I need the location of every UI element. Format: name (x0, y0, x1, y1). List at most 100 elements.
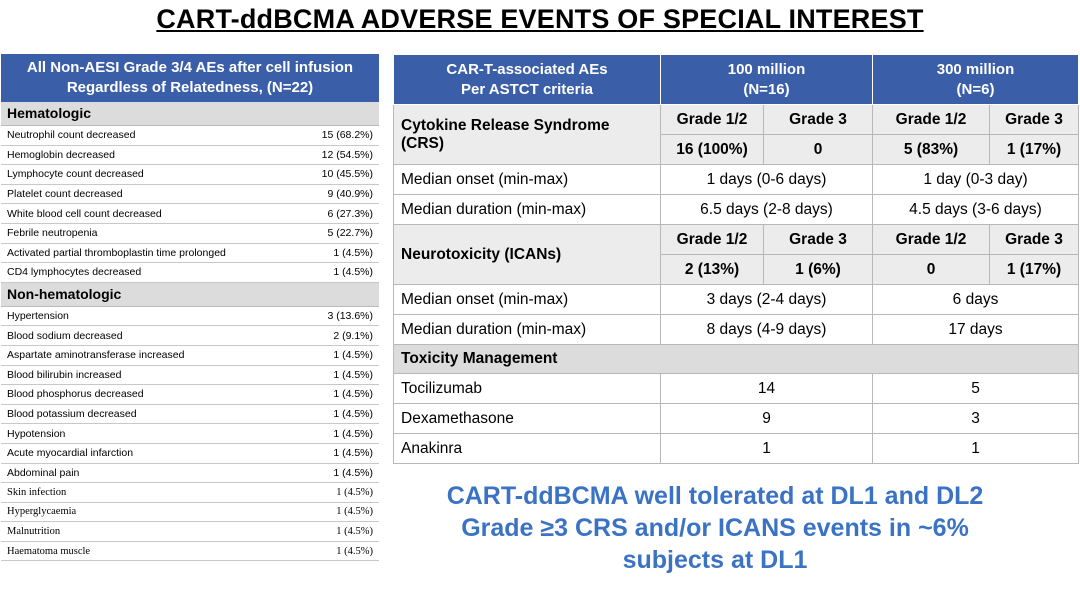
dose-100m-header: 100 million (N=16) (660, 54, 873, 105)
table-row: Hypotension 1 (4.5%) (1, 424, 379, 444)
non-aesi-ae-table: All Non-AESI Grade 3/4 AEs after cell in… (1, 54, 379, 562)
ae-name: Blood potassium decreased (7, 408, 137, 421)
toxicity-row-label: Dexamethasone (393, 403, 661, 434)
toxicity-row-label: Anakinra (393, 433, 661, 464)
crs-dl1-grade3-label: Grade 3 (763, 104, 873, 135)
ae-name: Abdominal pain (7, 466, 80, 479)
icans-dl1-grade12-value: 2 (13%) (660, 254, 764, 285)
ae-name: Neutrophil count decreased (7, 129, 136, 142)
icans-dl2-grade12-label: Grade 1/2 (872, 224, 990, 255)
ae-count: 1 (4.5%) (333, 349, 373, 362)
ae-count: 2 (9.1%) (333, 329, 373, 342)
table-row: Blood bilirubin increased 1 (4.5%) (1, 366, 379, 386)
nonhematologic-section-label: Non-hematologic (1, 282, 379, 307)
ae-count: 12 (54.5%) (321, 148, 373, 161)
crs-onset-dl1: 1 days (0-6 days) (660, 164, 873, 195)
car-t-ae-table: CAR-T-associated AEs Per ASTCT criteria … (393, 54, 1079, 464)
criteria-header-line-2: Per ASTCT criteria (461, 80, 593, 98)
table-row: Blood potassium decreased 1 (4.5%) (1, 405, 379, 425)
ae-count: 1 (4.5%) (333, 266, 373, 279)
ae-name: Hypotension (7, 427, 66, 440)
ae-name: Blood sodium decreased (7, 329, 123, 342)
ae-name: Acute myocardial infarction (7, 447, 134, 460)
table-row: Abdominal pain 1 (4.5%) (1, 464, 379, 484)
icans-dl2-grade12-value: 0 (872, 254, 990, 285)
ae-count: 1 (4.5%) (333, 408, 373, 421)
ae-name: Activated partial thromboplastin time pr… (7, 246, 226, 259)
icans-onset-dl1: 3 days (2-4 days) (660, 284, 873, 315)
crs-onset-dl2: 1 day (0-3 day) (872, 164, 1079, 195)
ae-name: Aspartate aminotransferase increased (7, 349, 185, 362)
tagline-line-2: Grade ≥3 CRS and/or ICANS events in ~6% (461, 514, 969, 542)
table-row: CD4 lymphocytes decreased 1 (4.5%) (1, 263, 379, 283)
ae-name: Malnutrition (7, 526, 61, 538)
dose-300m-line-2: (N=6) (956, 80, 995, 98)
dose-100m-line-1: 100 million (727, 60, 806, 78)
table-row: Malnutrition 1 (4.5%) (1, 522, 379, 542)
ae-count: 3 (13.6%) (327, 310, 373, 323)
icans-dl1-grade12-label: Grade 1/2 (660, 224, 764, 255)
ae-count: 1 (4.5%) (336, 545, 373, 557)
crs-dl1-grade3-value: 0 (763, 134, 873, 165)
ae-count: 5 (22.7%) (327, 227, 373, 240)
header-line-1: All Non-AESI Grade 3/4 AEs after cell in… (26, 59, 354, 76)
tagline-line-3: subjects at DL1 (622, 546, 808, 574)
table-row: Platelet count decreased 9 (40.9%) (1, 185, 379, 205)
crs-duration-label: Median duration (min-max) (393, 194, 661, 225)
icans-duration-dl1: 8 days (4-9 days) (660, 314, 873, 345)
ae-name: CD4 lymphocytes decreased (7, 266, 142, 279)
dose-300m-header: 300 million (N=6) (872, 54, 1079, 105)
table-row: White blood cell count decreased 6 (27.3%… (1, 204, 379, 224)
ae-name: White blood cell count decreased (7, 207, 162, 220)
hematologic-section-label: Hematologic (1, 102, 379, 126)
icans-onset-label: Median onset (min-max) (393, 284, 661, 315)
crs-duration-dl2: 4.5 days (3-6 days) (872, 194, 1079, 225)
toxicity-row-dl2: 1 (872, 433, 1079, 464)
crs-duration-dl1: 6.5 days (2-8 days) (660, 194, 873, 225)
table-row: Hyperglycaemia 1 (4.5%) (1, 503, 379, 523)
ae-name: Febrile neutropenia (7, 227, 98, 240)
crs-dl2-grade12-value: 5 (83%) (872, 134, 990, 165)
toxicity-row-label: Tocilizumab (393, 373, 661, 404)
table-row: Haematoma muscle 1 (4.5%) (1, 542, 379, 562)
toxicity-row-dl1: 1 (660, 433, 873, 464)
crs-label-line-1: Cytokine Release Syndrome (401, 116, 610, 134)
ae-count: 1 (4.5%) (333, 246, 373, 259)
ae-count: 1 (4.5%) (333, 427, 373, 440)
ae-count: 1 (4.5%) (336, 506, 373, 518)
table-row: Hemoglobin decreased 12 (54.5%) (1, 146, 379, 166)
toxicity-row-dl2: 3 (872, 403, 1079, 434)
icans-onset-dl2: 6 days (872, 284, 1079, 315)
ae-name: Platelet count decreased (7, 188, 123, 201)
ae-name: Hemoglobin decreased (7, 148, 115, 161)
table-row: Neutrophil count decreased 15 (68.2%) (1, 126, 379, 146)
ae-name: Hypertension (7, 310, 69, 323)
ae-count: 15 (68.2%) (321, 129, 373, 142)
crs-dl2-grade12-label: Grade 1/2 (872, 104, 990, 135)
crs-dl1-grade12-value: 16 (100%) (660, 134, 764, 165)
ae-count: 1 (4.5%) (336, 486, 373, 498)
crs-dl1-grade12-label: Grade 1/2 (660, 104, 764, 135)
non-aesi-table-header: All Non-AESI Grade 3/4 AEs after cell in… (1, 54, 379, 102)
ae-name: Lymphocyte count decreased (7, 168, 144, 181)
ae-name: Haematoma muscle (7, 545, 91, 557)
table-row: Lymphocyte count decreased 10 (45.5%) (1, 165, 379, 185)
toxicity-row-dl1: 9 (660, 403, 873, 434)
crs-label-line-2: (CRS) (401, 134, 445, 152)
ae-count: 1 (4.5%) (333, 368, 373, 381)
ae-count: 1 (4.5%) (333, 447, 373, 460)
toxicity-row-dl1: 14 (660, 373, 873, 404)
table-row: Hypertension 3 (13.6%) (1, 307, 379, 327)
dose-100m-line-2: (N=16) (743, 80, 790, 98)
table-row: Blood sodium decreased 2 (9.1%) (1, 326, 379, 346)
ae-count: 9 (40.9%) (327, 188, 373, 201)
ae-name: Skin infection (7, 486, 67, 498)
ae-name: Blood bilirubin increased (7, 368, 122, 381)
icans-duration-dl2: 17 days (872, 314, 1079, 345)
header-line-2: Regardless of Relatedness, (N=22) (66, 79, 314, 96)
crs-label: Cytokine Release Syndrome (CRS) (393, 104, 661, 165)
ae-count: 1 (4.5%) (336, 526, 373, 538)
crs-onset-label: Median onset (min-max) (393, 164, 661, 195)
crs-dl2-grade3-value: 1 (17%) (989, 134, 1079, 165)
criteria-header: CAR-T-associated AEs Per ASTCT criteria (393, 54, 661, 105)
